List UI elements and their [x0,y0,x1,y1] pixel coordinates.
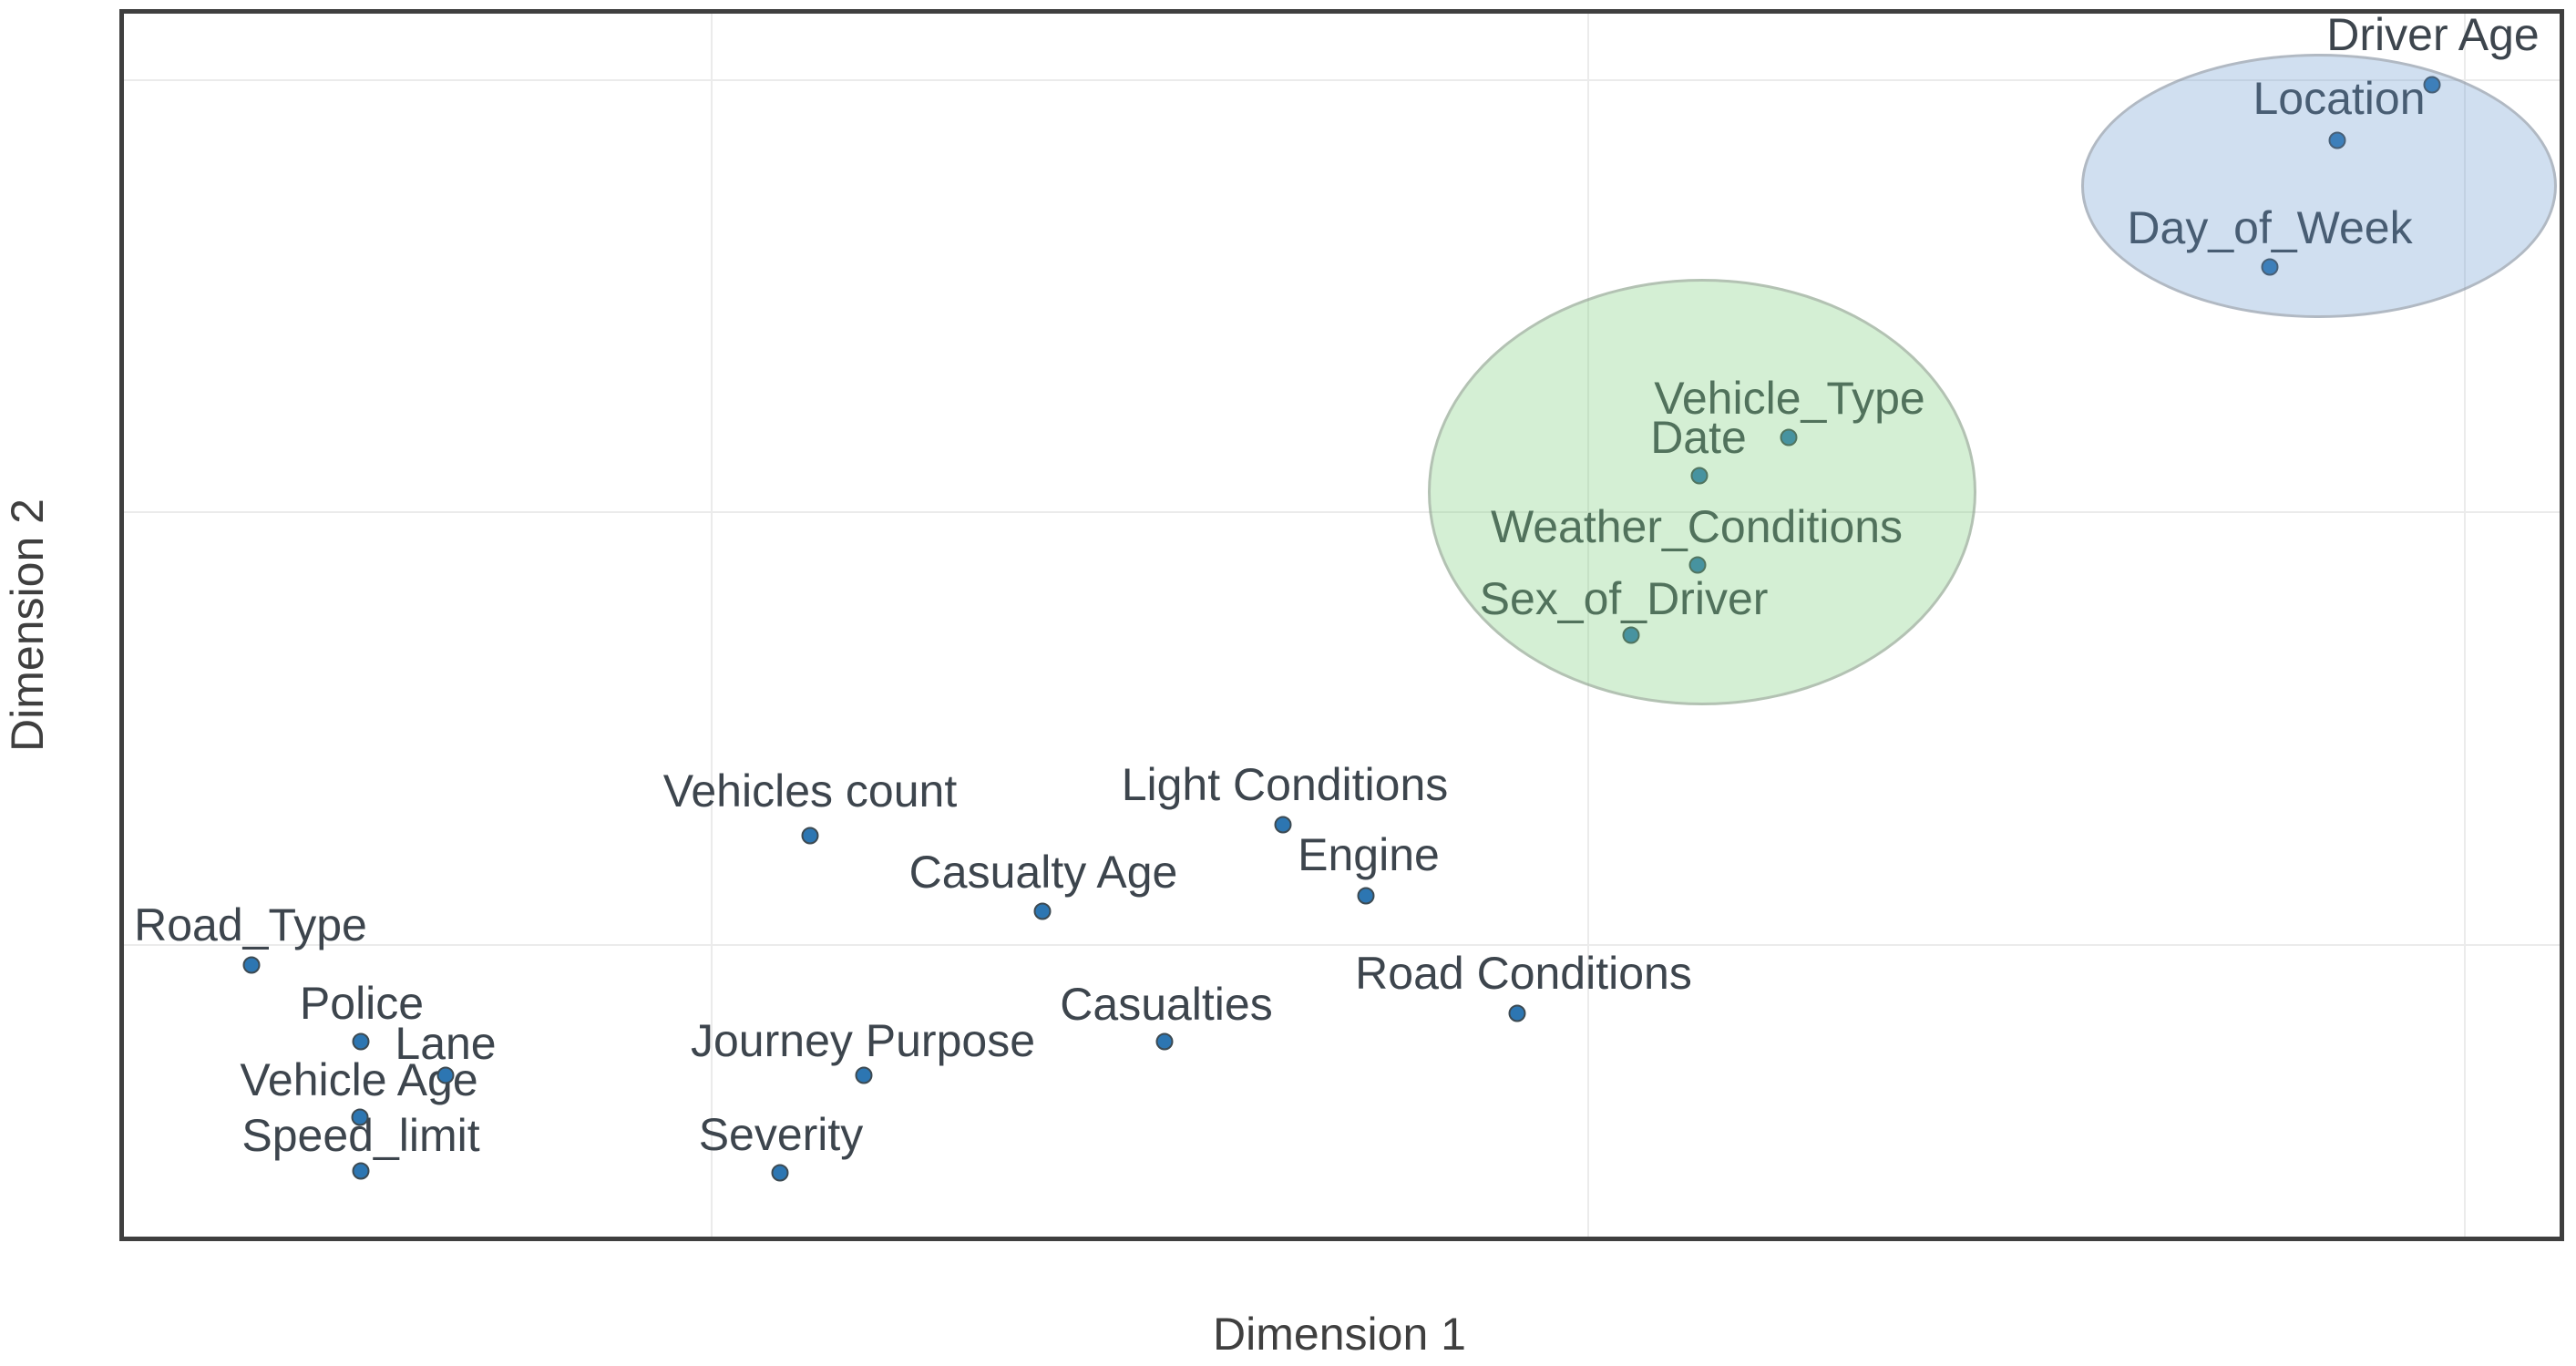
point-label-engine: Engine [1298,829,1440,880]
point-label-casualty-age: Casualty Age [908,847,1178,898]
point-label-road-type: Road_Type [134,899,367,950]
point-label-road-conditions: Road Conditions [1355,948,1692,999]
data-point-vehicles-count[interactable] [801,827,819,845]
gridline-horizontal [119,511,2564,513]
data-point-journey-purpose[interactable] [855,1066,873,1084]
data-point-light-conditions[interactable] [1274,816,1292,834]
data-point-road-type[interactable] [242,956,261,974]
point-label-driver-age: Driver Age [2326,9,2540,60]
x-axis-title: Dimension 1 [1213,1309,1466,1360]
gridline-vertical [711,9,713,1241]
data-point-lane[interactable] [436,1066,455,1084]
green-cluster-ellipse [1428,279,1976,705]
point-label-severity: Severity [698,1109,864,1160]
data-point-vehicle-age[interactable] [351,1108,369,1126]
gridline-horizontal [119,79,2564,81]
data-point-severity[interactable] [771,1164,789,1182]
gridline-vertical [2464,9,2466,1241]
data-point-police[interactable] [352,1032,370,1051]
data-point-casualties[interactable] [1155,1032,1174,1051]
blue-cluster-ellipse [2081,54,2557,318]
point-label-light-conditions: Light Conditions [1121,759,1449,810]
point-label-casualties: Casualties [1060,979,1273,1030]
data-point-road-conditions[interactable] [1508,1004,1526,1022]
data-point-engine[interactable] [1357,887,1375,905]
point-label-journey-purpose: Journey Purpose [690,1015,1036,1066]
point-label-police: Police [299,978,425,1029]
y-axis-title: Dimension 2 [2,498,53,752]
data-point-speed-limit[interactable] [352,1162,370,1180]
data-point-casualty-age[interactable] [1033,902,1052,920]
point-label-vehicles-count: Vehicles count [662,765,958,817]
point-label-lane: Lane [395,1018,497,1069]
gridline-horizontal [119,944,2564,946]
